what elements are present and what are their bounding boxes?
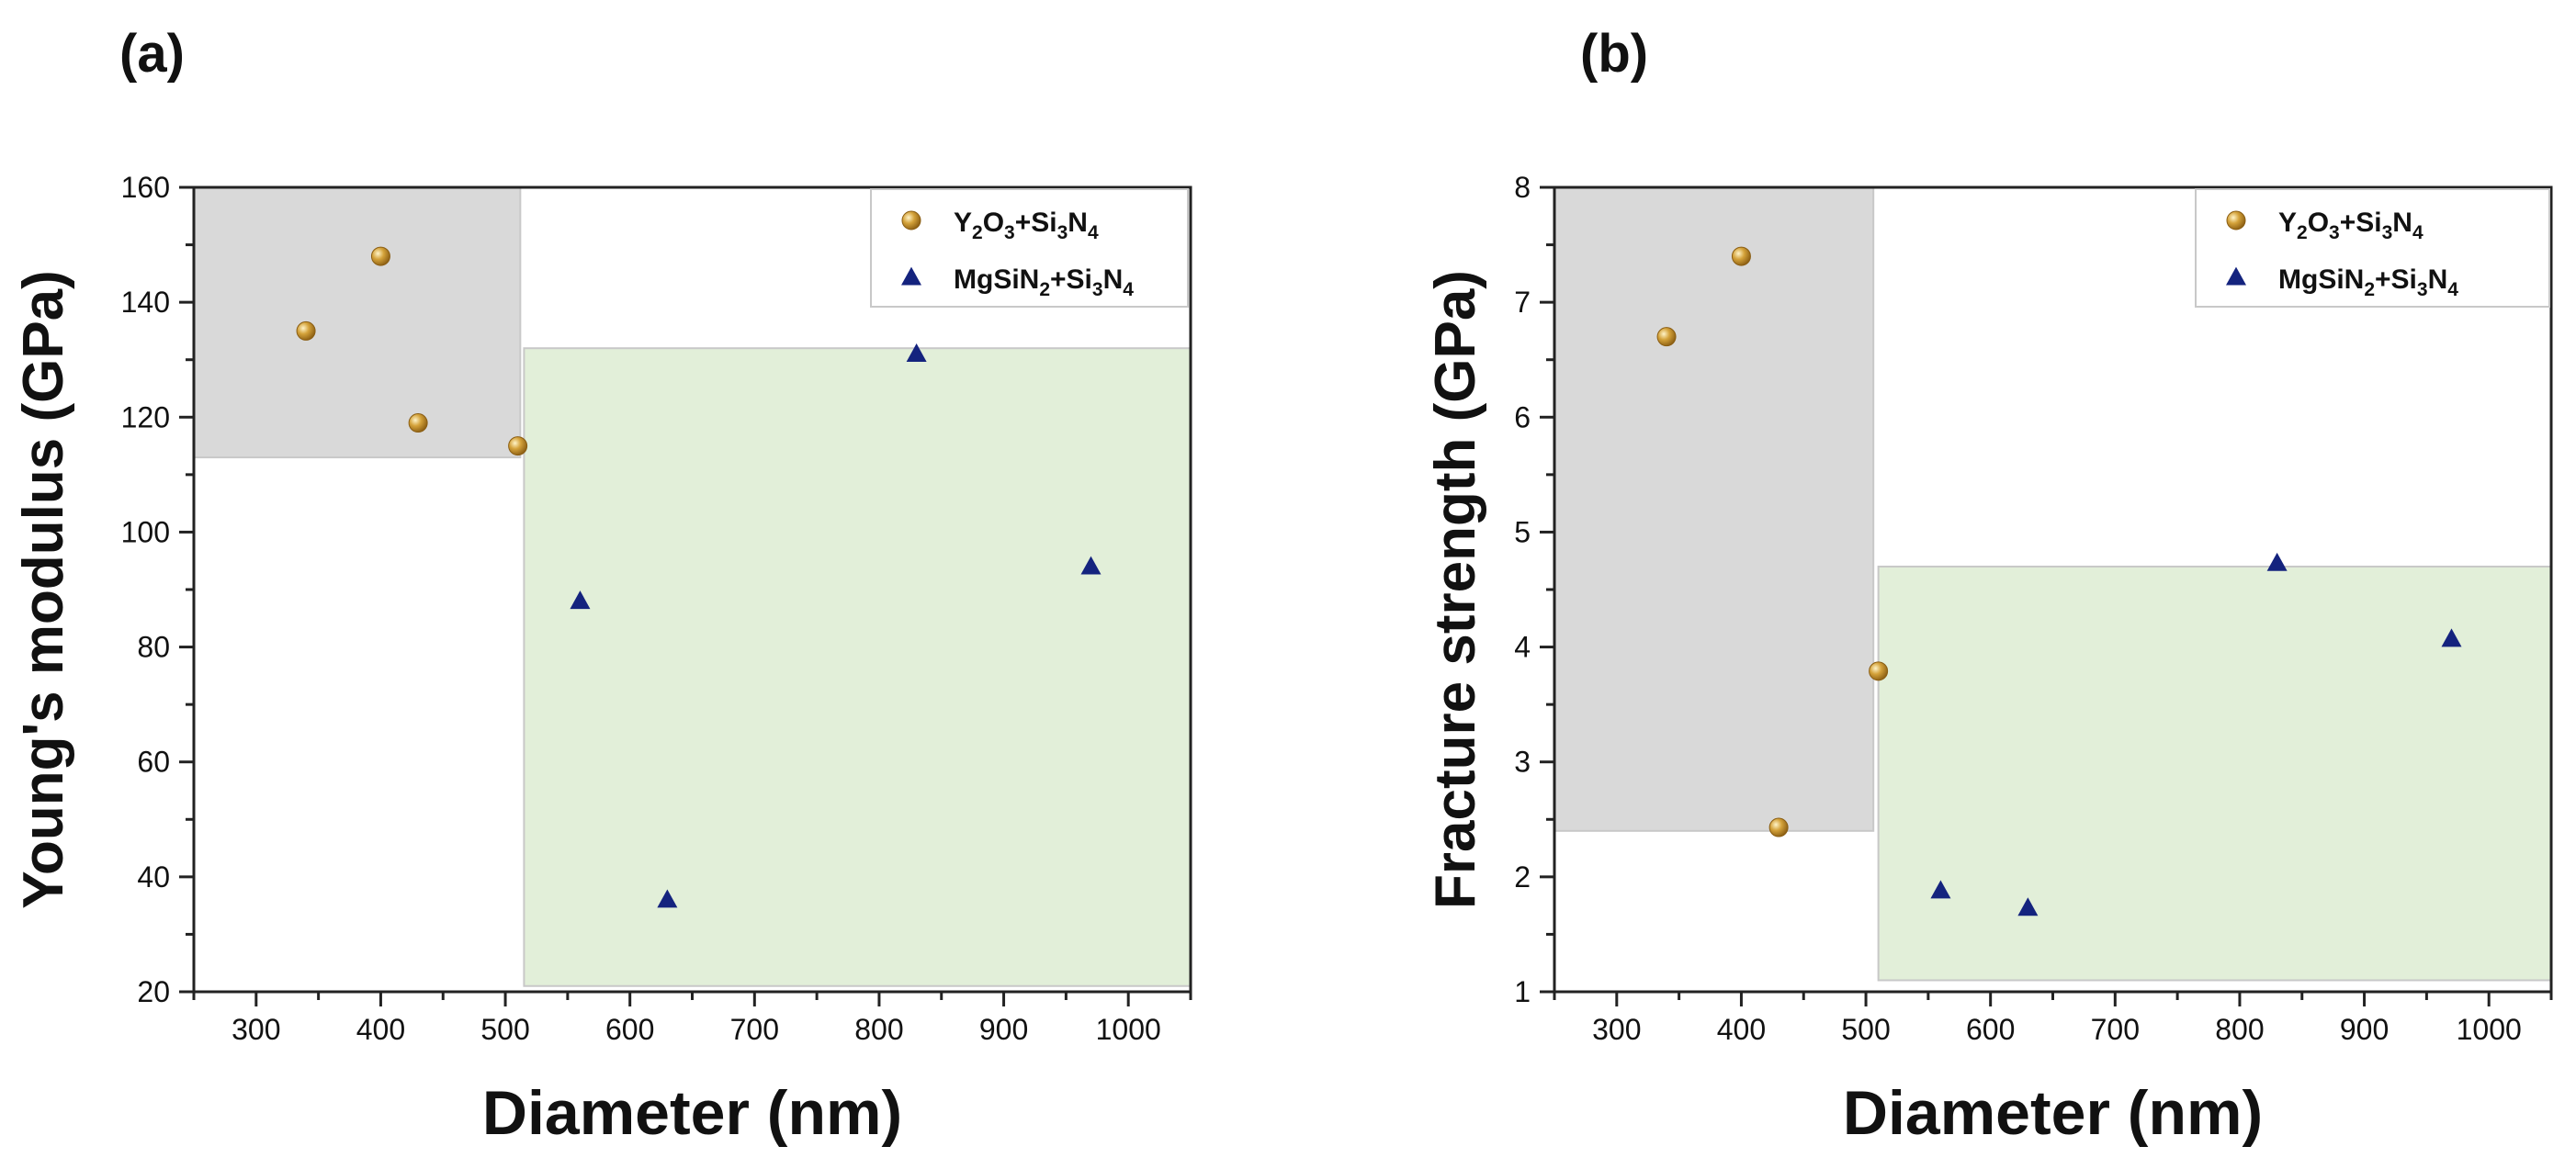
- x-tick-label: 700: [730, 1013, 779, 1046]
- y-axis-title: Young's modulus (GPa): [12, 270, 75, 909]
- data-point: [1656, 327, 1677, 347]
- green-region: [1877, 565, 2552, 982]
- data-point: [1731, 246, 1751, 266]
- legend-label: MgSiN2+Si3N4: [2278, 264, 2458, 300]
- legend-label: Y2O3+Si3N4: [2278, 208, 2423, 243]
- series-y2o3-si3n4: [296, 246, 528, 456]
- data-point: [508, 436, 528, 456]
- data-point: [1869, 661, 1889, 681]
- x-tick-label: 600: [605, 1013, 654, 1046]
- x-tick-label: 500: [480, 1013, 529, 1046]
- y-tick-label: 8: [1514, 171, 1531, 204]
- data-point: [2266, 552, 2288, 571]
- y-tick-label: 140: [121, 286, 170, 319]
- data-point: [370, 246, 390, 266]
- x-tick-label: 300: [1592, 1013, 1641, 1046]
- x-tick-label: 700: [2091, 1013, 2140, 1046]
- legend-label: MgSiN2+Si3N4: [954, 264, 1134, 300]
- data-point: [570, 590, 591, 610]
- x-tick-label: 1000: [2457, 1013, 2522, 1046]
- gray-region: [193, 186, 522, 459]
- x-tick-label: 300: [232, 1013, 280, 1046]
- legend: Y2O3+Si3N4 MgSiN2+Si3N4: [2195, 188, 2550, 308]
- data-point: [1768, 817, 1789, 837]
- data-point: [2441, 628, 2462, 647]
- x-tick-label: 800: [2215, 1013, 2264, 1046]
- chart-b: 300 400 500 600 700 800 900 1000 1 2 3 4 5 6 7 8 Diamete…: [1424, 24, 2553, 1148]
- x-tick-label: 400: [356, 1013, 405, 1046]
- data-point: [906, 343, 927, 363]
- y-tick-label: 6: [1514, 400, 1531, 433]
- y-tick-label: 80: [137, 631, 170, 664]
- y-tick-label: 120: [121, 400, 170, 433]
- series-mgsin2-si3n4: [570, 343, 1102, 908]
- legend-marker: [901, 266, 921, 286]
- panel-label: (b): [1580, 24, 1648, 84]
- x-axis-title: Diameter (nm): [1843, 1078, 2263, 1148]
- legend-label: Y2O3+Si3N4: [954, 208, 1099, 243]
- legend-box: [870, 188, 1189, 308]
- data-point: [296, 320, 316, 341]
- legend-marker: [2226, 210, 2246, 230]
- x-tick-label: 1000: [1096, 1013, 1161, 1046]
- y-axis-title: Fracture strength (GPa): [1424, 270, 1487, 909]
- y-tick-label: 20: [137, 975, 170, 1008]
- data-point: [1930, 880, 1951, 899]
- x-tick-label: 500: [1841, 1013, 1890, 1046]
- y-tick-label: 5: [1514, 515, 1531, 548]
- legend-marker: [2226, 266, 2246, 286]
- data-point: [1080, 556, 1102, 575]
- series-y2o3-si3n4: [1656, 246, 1889, 837]
- y-tick-label: 60: [137, 746, 170, 779]
- data-point: [408, 413, 428, 433]
- legend-marker: [901, 210, 921, 230]
- x-tick-label: 900: [979, 1013, 1028, 1046]
- y-tick-label: 2: [1514, 860, 1531, 894]
- chart-a: 300 400 500 600 700 800 900 1000 20 40 60 80 100 120 1…: [12, 24, 1192, 1148]
- y-tick-label: 100: [121, 515, 170, 548]
- x-tick-label: 400: [1717, 1013, 1766, 1046]
- legend-box: [2195, 188, 2550, 308]
- panel-label: (a): [119, 24, 185, 84]
- y-tick-label: 3: [1514, 746, 1531, 779]
- series-mgsin2-si3n4: [1930, 552, 2462, 916]
- y-tick-label: 40: [137, 860, 170, 894]
- y-tick-label: 7: [1514, 286, 1531, 319]
- green-region: [523, 347, 1192, 987]
- x-tick-label: 900: [2340, 1013, 2389, 1046]
- y-tick-label: 160: [121, 171, 170, 204]
- x-tick-label: 800: [854, 1013, 903, 1046]
- legend: Y2O3+Si3N4 MgSiN2+Si3N4: [870, 188, 1189, 308]
- y-tick-label: 4: [1514, 631, 1531, 664]
- data-point: [657, 889, 678, 908]
- y-tick-label: 1: [1514, 975, 1531, 1008]
- x-tick-label: 600: [1966, 1013, 2015, 1046]
- gray-region: [1554, 186, 1875, 832]
- data-point: [2017, 897, 2039, 916]
- x-axis-title: Diameter (nm): [482, 1078, 902, 1148]
